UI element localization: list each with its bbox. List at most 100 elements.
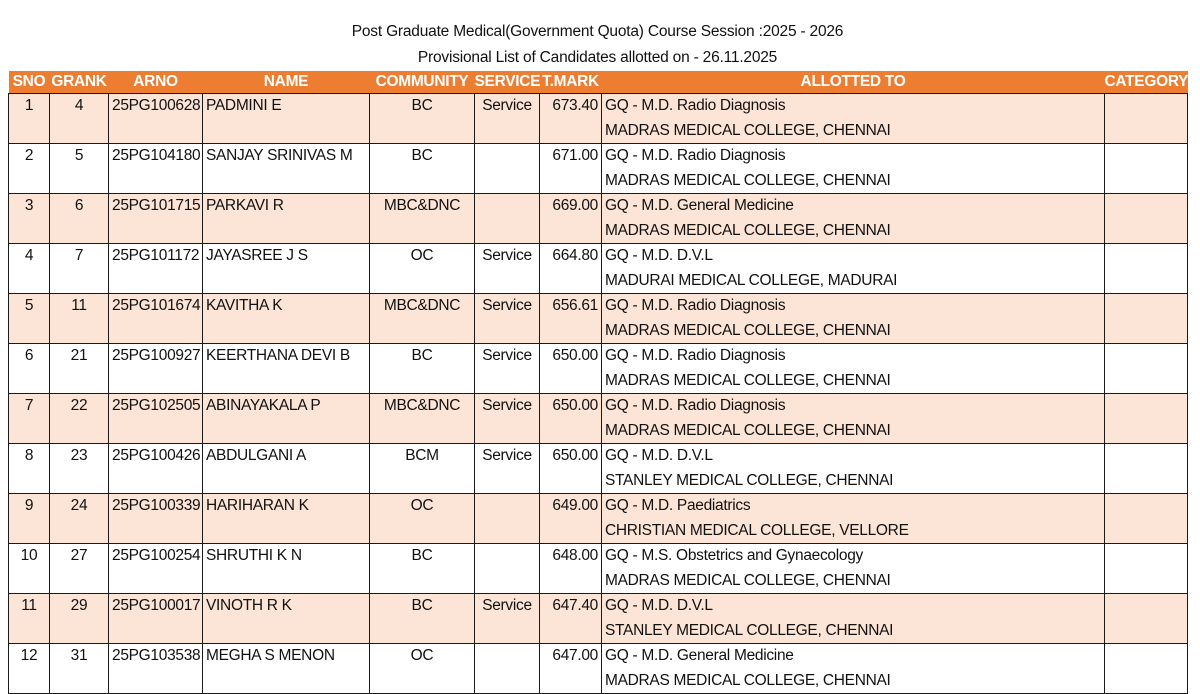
cell-grank: 4 — [49, 93, 109, 144]
cell-arno: 25PG100017 — [108, 593, 203, 644]
table-row: 3 6 25PG101715 PARKAVI R MBC&DNC 669.00 GQ - M… — [8, 193, 1188, 244]
cell-sno: 11 — [8, 593, 50, 644]
document-title: Post Graduate Medical(Government Quota) … — [351, 23, 844, 40]
table-row: 2 5 25PG104180 SANJAY SRINIVAS M BC 671.00 GQ … — [8, 143, 1188, 194]
cell-service — [474, 493, 540, 544]
allotted-course: GQ - M.D. Radio Diagnosis — [605, 297, 786, 314]
allotted-college: MADRAS MEDICAL COLLEGE, CHENNAI — [605, 571, 891, 589]
cell-sno: 9 — [8, 493, 50, 544]
cell-name: PADMINI E — [202, 93, 370, 144]
cell-arno: 25PG100426 — [108, 443, 203, 494]
cell-name: KAVITHA K — [202, 293, 370, 344]
table-header-row: SNO GRANK ARNO NAME COMMUNITY SERVICE T.… — [8, 71, 1188, 94]
cell-arno: 25PG101172 — [108, 243, 203, 294]
cell-allotted-to: GQ - M.D. Radio Diagnosis MADRAS MEDICAL … — [601, 93, 1105, 144]
cell-category — [1104, 243, 1188, 294]
cell-category — [1104, 443, 1188, 494]
cell-community: BC — [369, 593, 475, 644]
cell-arno: 25PG102505 — [108, 393, 203, 444]
cell-grank: 11 — [49, 293, 109, 344]
cell-community: BC — [369, 93, 475, 144]
table-row: 10 27 25PG100254 SHRUTHI K N BC 648.00 GQ - M.… — [8, 543, 1188, 594]
allotted-course: GQ - M.D. General Medicine — [605, 647, 794, 664]
allotted-college: STANLEY MEDICAL COLLEGE, CHENNAI — [605, 621, 894, 639]
cell-service: Service — [474, 593, 540, 644]
allotted-course: GQ - M.D. Paediatrics — [605, 497, 751, 514]
cell-name: MEGHA S MENON — [202, 643, 370, 694]
cell-community: MBC&DNC — [369, 193, 475, 244]
cell-category — [1104, 593, 1188, 644]
cell-arno: 25PG100339 — [108, 493, 203, 544]
cell-arno: 25PG100927 — [108, 343, 203, 394]
cell-allotted-to: GQ - M.D. Radio Diagnosis MADRAS MEDICAL … — [601, 293, 1105, 344]
cell-service: Service — [474, 393, 540, 444]
cell-sno: 6 — [8, 343, 50, 394]
column-header-community: COMMUNITY — [369, 71, 475, 94]
cell-grank: 7 — [49, 243, 109, 294]
cell-community: BC — [369, 143, 475, 194]
cell-name: JAYASREE J S — [202, 243, 370, 294]
cell-category — [1104, 143, 1188, 194]
allotted-course: GQ - M.D. Radio Diagnosis — [605, 397, 786, 414]
cell-service: Service — [474, 293, 540, 344]
cell-tmark: 650.00 — [539, 343, 602, 394]
allotted-college: CHRISTIAN MEDICAL COLLEGE, VELLORE — [605, 521, 909, 539]
table-row: 9 24 25PG100339 HARIHARAN K OC 649.00 GQ - M.D… — [8, 493, 1188, 544]
table-row: 8 23 25PG100426 ABDULGANI A BCM Service 650.00… — [8, 443, 1188, 494]
cell-allotted-to: GQ - M.D. D.V.L STANLEY MEDICAL COLLEGE, … — [601, 443, 1105, 494]
cell-allotted-to: GQ - M.D. General Medicine MADRAS MEDICAL… — [601, 193, 1105, 244]
cell-category — [1104, 193, 1188, 244]
cell-name: VINOTH R K — [202, 593, 370, 644]
cell-arno: 25PG103538 — [108, 643, 203, 694]
cell-sno: 7 — [8, 393, 50, 444]
cell-service — [474, 193, 540, 244]
allotted-course: GQ - M.D. D.V.L — [605, 447, 713, 464]
allotted-college: MADURAI MEDICAL COLLEGE, MADURAI — [605, 271, 898, 289]
document-subtitle: Provisional List of Candidates allotted … — [417, 49, 778, 66]
cell-grank: 22 — [49, 393, 109, 444]
cell-category — [1104, 343, 1188, 394]
allotted-college: MADRAS MEDICAL COLLEGE, CHENNAI — [605, 371, 891, 389]
column-header-name: NAME — [202, 71, 370, 94]
cell-grank: 23 — [49, 443, 109, 494]
cell-community: OC — [369, 643, 475, 694]
cell-grank: 21 — [49, 343, 109, 394]
cell-allotted-to: GQ - M.D. D.V.L STANLEY MEDICAL COLLEGE, … — [601, 593, 1105, 644]
table-row: 6 21 25PG100927 KEERTHANA DEVI B BC Service 65… — [8, 343, 1188, 394]
cell-name: KEERTHANA DEVI B — [202, 343, 370, 394]
allotted-course: GQ - M.D. D.V.L — [605, 247, 713, 264]
table-row: 4 7 25PG101172 JAYASREE J S OC Service 664.80 G… — [8, 243, 1188, 294]
cell-community: BCM — [369, 443, 475, 494]
cell-grank: 6 — [49, 193, 109, 244]
cell-allotted-to: GQ - M.D. Radio Diagnosis MADRAS MEDICAL … — [601, 143, 1105, 194]
allotment-table: SNO GRANK ARNO NAME COMMUNITY SERVICE T.… — [8, 71, 1188, 694]
cell-allotted-to: GQ - M.D. Radio Diagnosis MADRAS MEDICAL … — [601, 343, 1105, 394]
cell-name: PARKAVI R — [202, 193, 370, 244]
table-row: 12 31 25PG103538 MEGHA S MENON OC 647.00 GQ - … — [8, 643, 1188, 694]
column-header-sno: SNO — [8, 71, 50, 94]
cell-community: BC — [369, 343, 475, 394]
cell-service: Service — [474, 343, 540, 394]
cell-arno: 25PG101715 — [108, 193, 203, 244]
cell-sno: 8 — [8, 443, 50, 494]
cell-name: ABINAYAKALA P — [202, 393, 370, 444]
cell-allotted-to: GQ - M.D. Paediatrics CHRISTIAN MEDICAL C… — [601, 493, 1105, 544]
column-header-grank: GRANK — [49, 71, 109, 94]
allotted-course: GQ - M.D. Radio Diagnosis — [605, 347, 786, 364]
allotted-college: MADRAS MEDICAL COLLEGE, CHENNAI — [605, 171, 891, 189]
table-body: 1 4 25PG100628 PADMINI E BC Service 673.40 GQ -… — [8, 93, 1188, 694]
cell-community: OC — [369, 493, 475, 544]
cell-tmark: 669.00 — [539, 193, 602, 244]
cell-community: BC — [369, 543, 475, 594]
allotted-course: GQ - M.D. General Medicine — [605, 197, 794, 214]
cell-service: Service — [474, 443, 540, 494]
cell-sno: 12 — [8, 643, 50, 694]
column-header-service: SERVICE — [474, 71, 540, 94]
cell-arno: 25PG100628 — [108, 93, 203, 144]
cell-category — [1104, 543, 1188, 594]
cell-name: SHRUTHI K N — [202, 543, 370, 594]
allotted-course: GQ - M.S. Obstetrics and Gynaecology — [605, 547, 863, 564]
cell-sno: 4 — [8, 243, 50, 294]
allotted-college: MADRAS MEDICAL COLLEGE, CHENNAI — [605, 421, 891, 439]
cell-community: OC — [369, 243, 475, 294]
